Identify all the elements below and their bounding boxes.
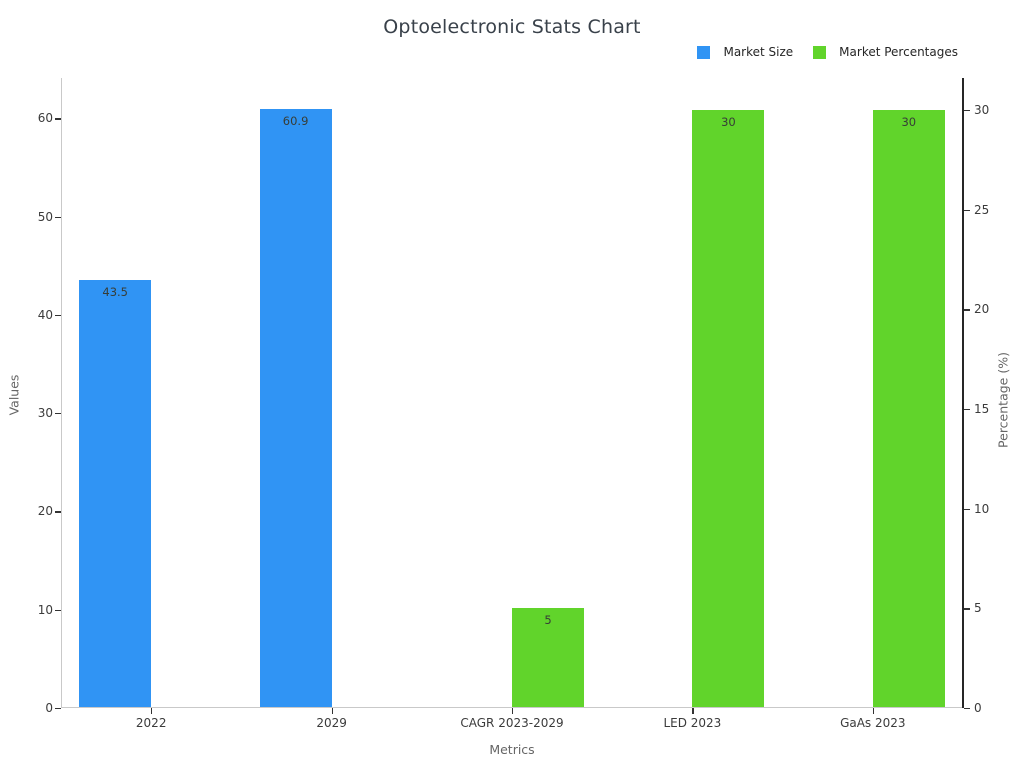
right-tick-mark [964, 309, 970, 311]
x-axis-line [61, 707, 964, 708]
right-tick-label: 30 [974, 102, 990, 117]
bar-value-label: 60.9 [282, 114, 309, 129]
right-tick-mark [964, 708, 970, 710]
left-tick-mark [55, 708, 61, 710]
right-tick-mark [964, 508, 970, 510]
right-tick-mark [964, 408, 970, 411]
left-tick-mark [55, 511, 61, 513]
left-tick-label: 60 [37, 111, 53, 126]
bar-value-label: 43.5 [102, 285, 128, 300]
right-tick-mark [964, 209, 970, 211]
y-axis-title-left: Values [6, 374, 22, 416]
x-tick-mark [512, 708, 514, 714]
right-tick-label: 0 [974, 701, 982, 715]
right-tick-label: 5 [974, 601, 982, 616]
bar [692, 109, 765, 707]
left-tick-label: 20 [37, 504, 53, 519]
legend: Market Size Market Percentages [697, 45, 958, 59]
left-tick-mark [55, 216, 61, 218]
left-tick-mark [55, 314, 61, 317]
bar [259, 109, 332, 707]
x-tick-label: LED 2023 [663, 716, 722, 730]
legend-item-market-percentages: Market Percentages [813, 45, 958, 59]
market-percentages-swatch-icon [813, 45, 827, 59]
x-tick-mark [331, 708, 333, 714]
legend-label-market-size: Market Size [723, 45, 794, 59]
chart-title: Optoelectronic Stats Chart [383, 16, 641, 38]
left-tick-label: 10 [37, 602, 53, 617]
bar-value-label: 30 [901, 114, 917, 129]
bar-value-label: 30 [721, 114, 736, 129]
left-tick-mark [55, 413, 61, 415]
legend-item-market-size: Market Size [697, 45, 793, 59]
right-tick-label: 20 [974, 302, 990, 317]
left-tick-mark [55, 118, 61, 120]
bar [872, 109, 945, 707]
x-axis-title: Metrics [489, 742, 535, 757]
left-tick-mark [55, 609, 61, 611]
right-tick-mark [964, 608, 970, 610]
bar [79, 280, 152, 707]
left-axis-line [61, 78, 62, 708]
market-size-swatch-icon [697, 45, 711, 59]
right-tick-label: 10 [974, 501, 990, 516]
bar-value-label: 5 [544, 613, 552, 628]
right-tick-mark [964, 109, 970, 112]
right-axis-line [962, 78, 964, 708]
legend-label-market-percentages: Market Percentages [839, 45, 958, 59]
x-tick-label: 2022 [135, 716, 167, 730]
x-tick-label: CAGR 2023-2029 [460, 716, 564, 730]
right-tick-label: 25 [974, 202, 990, 217]
bar [512, 608, 584, 707]
x-tick-label: 2029 [316, 716, 347, 730]
x-tick-mark [872, 708, 875, 714]
right-tick-label: 15 [974, 401, 990, 416]
y-axis-title-right: Percentage (%) [995, 352, 1011, 448]
plot-area: 43.5 60.9 5 30 30 [61, 78, 964, 708]
x-tick-label: GaAs 2023 [840, 716, 906, 730]
left-tick-label: 40 [37, 307, 53, 322]
left-tick-label: 0 [45, 701, 53, 715]
x-tick-mark [692, 708, 694, 714]
x-tick-mark [151, 708, 153, 714]
left-tick-label: 30 [37, 406, 53, 421]
left-tick-label: 50 [37, 209, 53, 224]
